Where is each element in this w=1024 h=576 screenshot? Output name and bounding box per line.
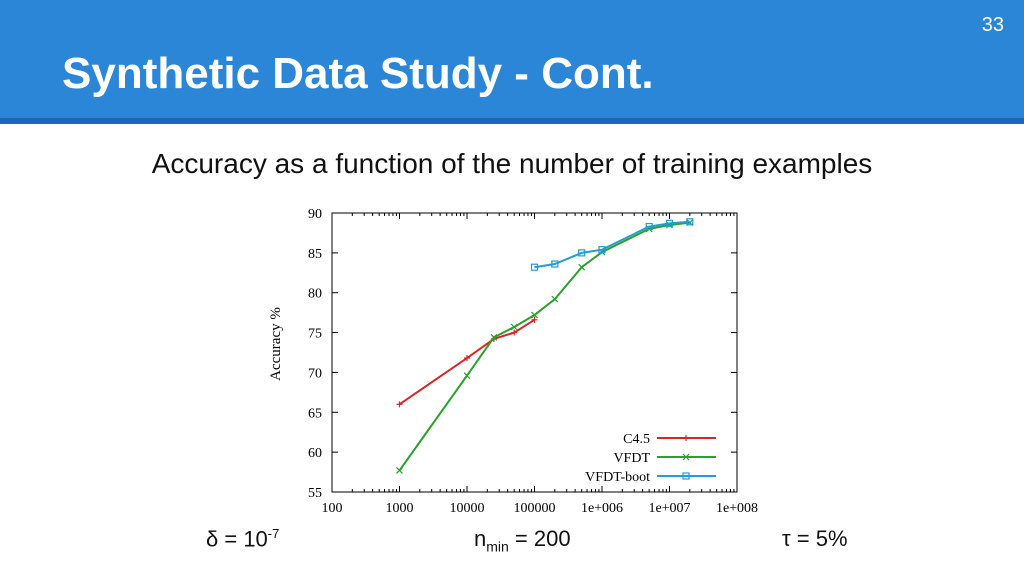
- series-vfdt-boot: [530, 218, 694, 271]
- chart-axes: 100 1000 10000 100000 1e+006 1e+007 1e+008 55 60…: [308, 207, 758, 516]
- marker-box: [578, 249, 586, 257]
- header-bar: 33 Synthetic Data Study - Cont.: [0, 0, 1024, 124]
- series-vfdt: [396, 219, 694, 474]
- x-tick-label: 1000: [386, 501, 414, 516]
- footnote-delta: δ = 10-7: [206, 526, 279, 552]
- legend-label: VFDT: [613, 451, 650, 466]
- slide-subtitle: Accuracy as a function of the number of …: [151, 148, 873, 179]
- marker-x: [463, 372, 471, 380]
- marker-x: [578, 263, 586, 271]
- y-tick-label: 75: [308, 327, 322, 342]
- marker-box: [682, 472, 690, 480]
- x-tick-label: 10000: [450, 501, 485, 516]
- marker-box: [665, 219, 674, 227]
- y-tick-label: 65: [308, 406, 322, 421]
- nmin-base: n: [474, 526, 487, 551]
- x-tick-label: 1e+006: [581, 501, 623, 516]
- marker-box: [598, 246, 606, 254]
- marker-x: [396, 467, 403, 474]
- marker-x: [551, 295, 559, 303]
- y-tick-label: 80: [308, 287, 322, 302]
- legend-label: VFDT-boot: [585, 470, 650, 485]
- series-c4-5: [396, 316, 538, 408]
- marker-box: [686, 218, 694, 226]
- x-tick-label: 100: [322, 501, 343, 516]
- y-tick-label: 90: [308, 207, 322, 222]
- y-tick-label: 70: [308, 366, 322, 381]
- slide-title: Synthetic Data Study - Cont.: [62, 49, 654, 98]
- nmin-rest: = 200: [508, 526, 571, 551]
- y-tick-label: 60: [308, 446, 322, 461]
- plot-frame: [331, 212, 738, 493]
- delta-exponent: -7: [267, 526, 280, 541]
- marker-x: [510, 323, 518, 331]
- y-axis-label: Accuracy %: [268, 307, 284, 381]
- marker-box: [645, 222, 653, 231]
- y-tick-label: 55: [308, 486, 322, 501]
- footnote-tau: τ = 5%: [782, 526, 848, 551]
- accuracy-chart: 100 1000 10000 100000 1e+006 1e+007 1e+008 55 60…: [250, 196, 790, 536]
- x-tick-label: 100000: [514, 501, 556, 516]
- chart-svg: 100 1000 10000 100000 1e+006 1e+007 1e+008 55 60…: [268, 207, 758, 516]
- x-tick-label: 1e+008: [716, 501, 758, 516]
- footnote-nmin: nmin = 200: [474, 526, 571, 554]
- slide-number: 33: [981, 14, 1004, 36]
- delta-base: δ = 10: [206, 526, 268, 552]
- marker-box: [530, 263, 539, 271]
- marker-box: [551, 260, 559, 268]
- x-tick-label: 1e+007: [648, 501, 690, 516]
- series-line-vfdt-boot: [534, 220, 690, 269]
- y-tick-label: 85: [308, 247, 322, 262]
- chart-legend: C4.5 VFDT VFDT-boot: [585, 432, 716, 485]
- legend-label: C4.5: [623, 432, 650, 447]
- marker-x: [598, 248, 606, 256]
- marker-x: [531, 311, 538, 319]
- marker-x: [682, 453, 690, 461]
- chart-series: [396, 218, 694, 474]
- marker-x: [490, 333, 498, 341]
- nmin-subscript: min: [486, 538, 509, 555]
